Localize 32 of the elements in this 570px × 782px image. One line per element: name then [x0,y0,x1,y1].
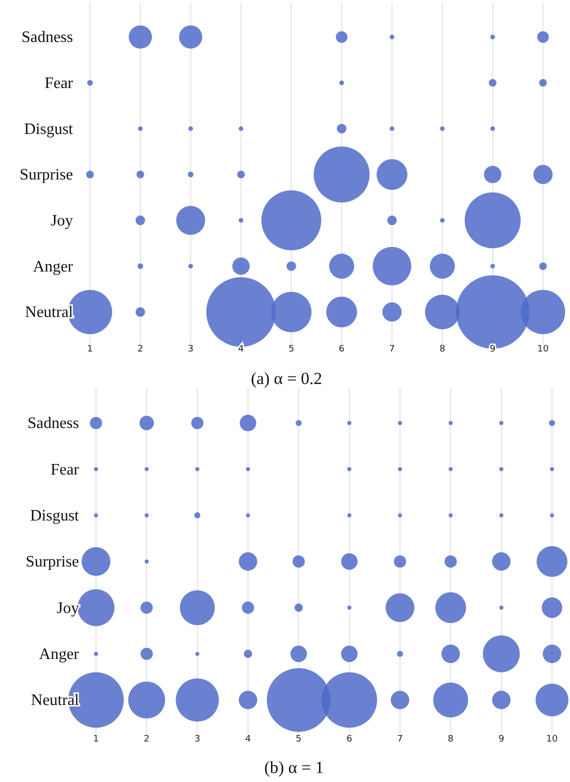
x-tick-label: 5 [296,734,302,744]
x-tick-label: 1 [87,344,93,354]
y-tick-label: Joy [50,212,73,230]
x-tick-label: 3 [194,734,200,744]
y-tick-label: Fear [50,461,80,478]
x-tick-label: 2 [137,344,144,354]
x-tick-label: 2 [144,734,150,744]
x-tick-label: 6 [346,734,352,744]
x-tick-label: 3 [188,344,194,354]
x-tick-label: 7 [397,734,403,744]
y-tick-label: Surprise [26,554,79,571]
y-tick-label: Surprise [20,166,73,184]
y-tick-label: Sadness [27,415,79,432]
y-tick-label: Disgust [30,507,80,524]
x-tick-label: 4 [238,344,244,354]
y-tick-label: Fear [44,74,74,92]
x-tick-label: 10 [537,344,549,354]
y-tick-label: Anger [39,646,80,663]
x-tick-label: 8 [439,344,446,354]
y-tick-label: Anger [33,258,74,276]
x-tick-label: 1 [93,734,99,744]
x-tick-label: 9 [498,734,504,744]
x-tick-label: 10 [546,734,558,744]
x-tick-label: 6 [338,344,345,354]
y-tick-label: Sadness [21,29,73,46]
x-tick-label: 7 [389,344,395,354]
text: (a) α = 0.2 [250,369,322,388]
text: (b) α = 1 [264,758,324,777]
x-tick-label: 5 [288,344,294,354]
x-tick-label: 8 [448,734,454,744]
x-tick-label: 4 [245,734,252,744]
y-tick-label: Disgust [24,120,74,138]
